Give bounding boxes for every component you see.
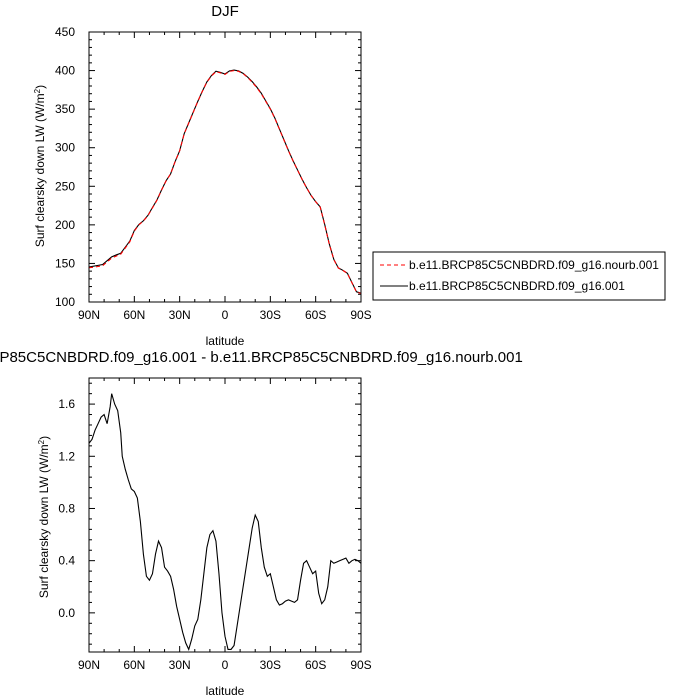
legend-label-control: b.e11.BRCP85C5CNBDRD.f09_g16.001 — [409, 279, 625, 293]
top-x-tick-label: 0 — [222, 308, 229, 322]
bottom-y-tick-label: 1.2 — [58, 449, 75, 463]
bottom-panel: b.e11.BRCP85C5CNBDRD.f09_g16.001 - b.e11… — [0, 349, 523, 698]
top-y-tick-label: 350 — [55, 102, 75, 116]
bottom-y-label-main: Surf clearsky down LW (W/m — [37, 444, 51, 598]
svg-text:Surf clearsky down LW (W/m2): Surf clearsky down LW (W/m2) — [33, 85, 48, 247]
top-y-tick-label: 250 — [55, 179, 75, 193]
top-x-axis-label: latitude — [206, 334, 245, 348]
top-y-tick-label: 200 — [55, 218, 75, 232]
top-series-lines — [88, 69, 362, 295]
top-y-label-main: Surf clearsky down LW (W/m — [33, 93, 47, 247]
top-chart-title: DJF — [211, 3, 239, 20]
bottom-x-tick-label: 60N — [123, 658, 145, 672]
bottom-y-axis-label: Surf clearsky down LW (W/m2) — [37, 436, 52, 598]
bottom-x-axis-label: latitude — [206, 684, 245, 698]
bottom-y-tick-label: 1.6 — [58, 397, 75, 411]
top-y-tick-label: 150 — [55, 256, 75, 270]
legend-box — [372, 251, 666, 301]
bottom-ticks: 90N 60N 30N 0 30S 60S 90S 0.0 0.4 0.8 1.2 1.6 — [58, 378, 372, 672]
top-y-axis-label: Surf clearsky down LW (W/m2) — [33, 85, 48, 247]
top-x-tick-label: 30N — [169, 308, 191, 322]
bottom-y-tick-label: 0.0 — [58, 606, 75, 620]
bottom-chart-title: b.e11.BRCP85C5CNBDRD.f09_g16.001 - b.e11… — [0, 349, 523, 366]
top-series-line-0 — [88, 70, 362, 295]
top-x-tick-label: 90N — [78, 308, 100, 322]
top-y-tick-label: 450 — [55, 25, 75, 39]
top-y-label-end: ) — [33, 85, 47, 89]
bottom-y-tick-label: 0.8 — [58, 501, 75, 515]
top-ticks: 90N 60N 30N 0 30S 60S 90S 100 150 200 250 300 350 400… — [55, 25, 372, 322]
top-panel: DJF Surf clearsky down LW (W/m2) latitud… — [33, 3, 666, 348]
bottom-y-label-sup: 2 — [37, 439, 46, 444]
bottom-y-tick-label: 0.4 — [58, 554, 75, 568]
top-x-tick-label: 60S — [305, 308, 326, 322]
bottom-y-label-end: ) — [37, 436, 51, 440]
bottom-x-tick-label: 90S — [350, 658, 371, 672]
top-x-tick-label: 30S — [260, 308, 281, 322]
bottom-x-tick-label: 90N — [78, 658, 100, 672]
top-x-tick-label: 90S — [350, 308, 371, 322]
bottom-x-tick-label: 0 — [222, 658, 229, 672]
bottom-x-tick-label: 60S — [305, 658, 326, 672]
svg-text:Surf clearsky down LW (W/m2): Surf clearsky down LW (W/m2) — [37, 436, 52, 598]
top-y-tick-label: 300 — [55, 141, 75, 155]
top-x-tick-label: 60N — [123, 308, 145, 322]
bottom-plot-frame — [88, 377, 362, 653]
top-y-tick-label: 400 — [55, 64, 75, 78]
bottom-series-lines — [88, 393, 362, 651]
top-y-label-sup: 2 — [33, 88, 42, 93]
top-plot-frame — [88, 31, 362, 303]
legend-label-nourb: b.e11.BRCP85C5CNBDRD.f09_g16.nourb.001 — [409, 258, 659, 272]
legend: b.e11.BRCP85C5CNBDRD.f09_g16.nourb.001 b… — [372, 251, 666, 301]
top-y-tick-label: 100 — [55, 295, 75, 309]
bottom-series-line-0 — [88, 393, 362, 651]
top-series-line-1 — [88, 69, 362, 294]
bottom-x-tick-label: 30N — [169, 658, 191, 672]
bottom-x-tick-label: 30S — [260, 658, 281, 672]
